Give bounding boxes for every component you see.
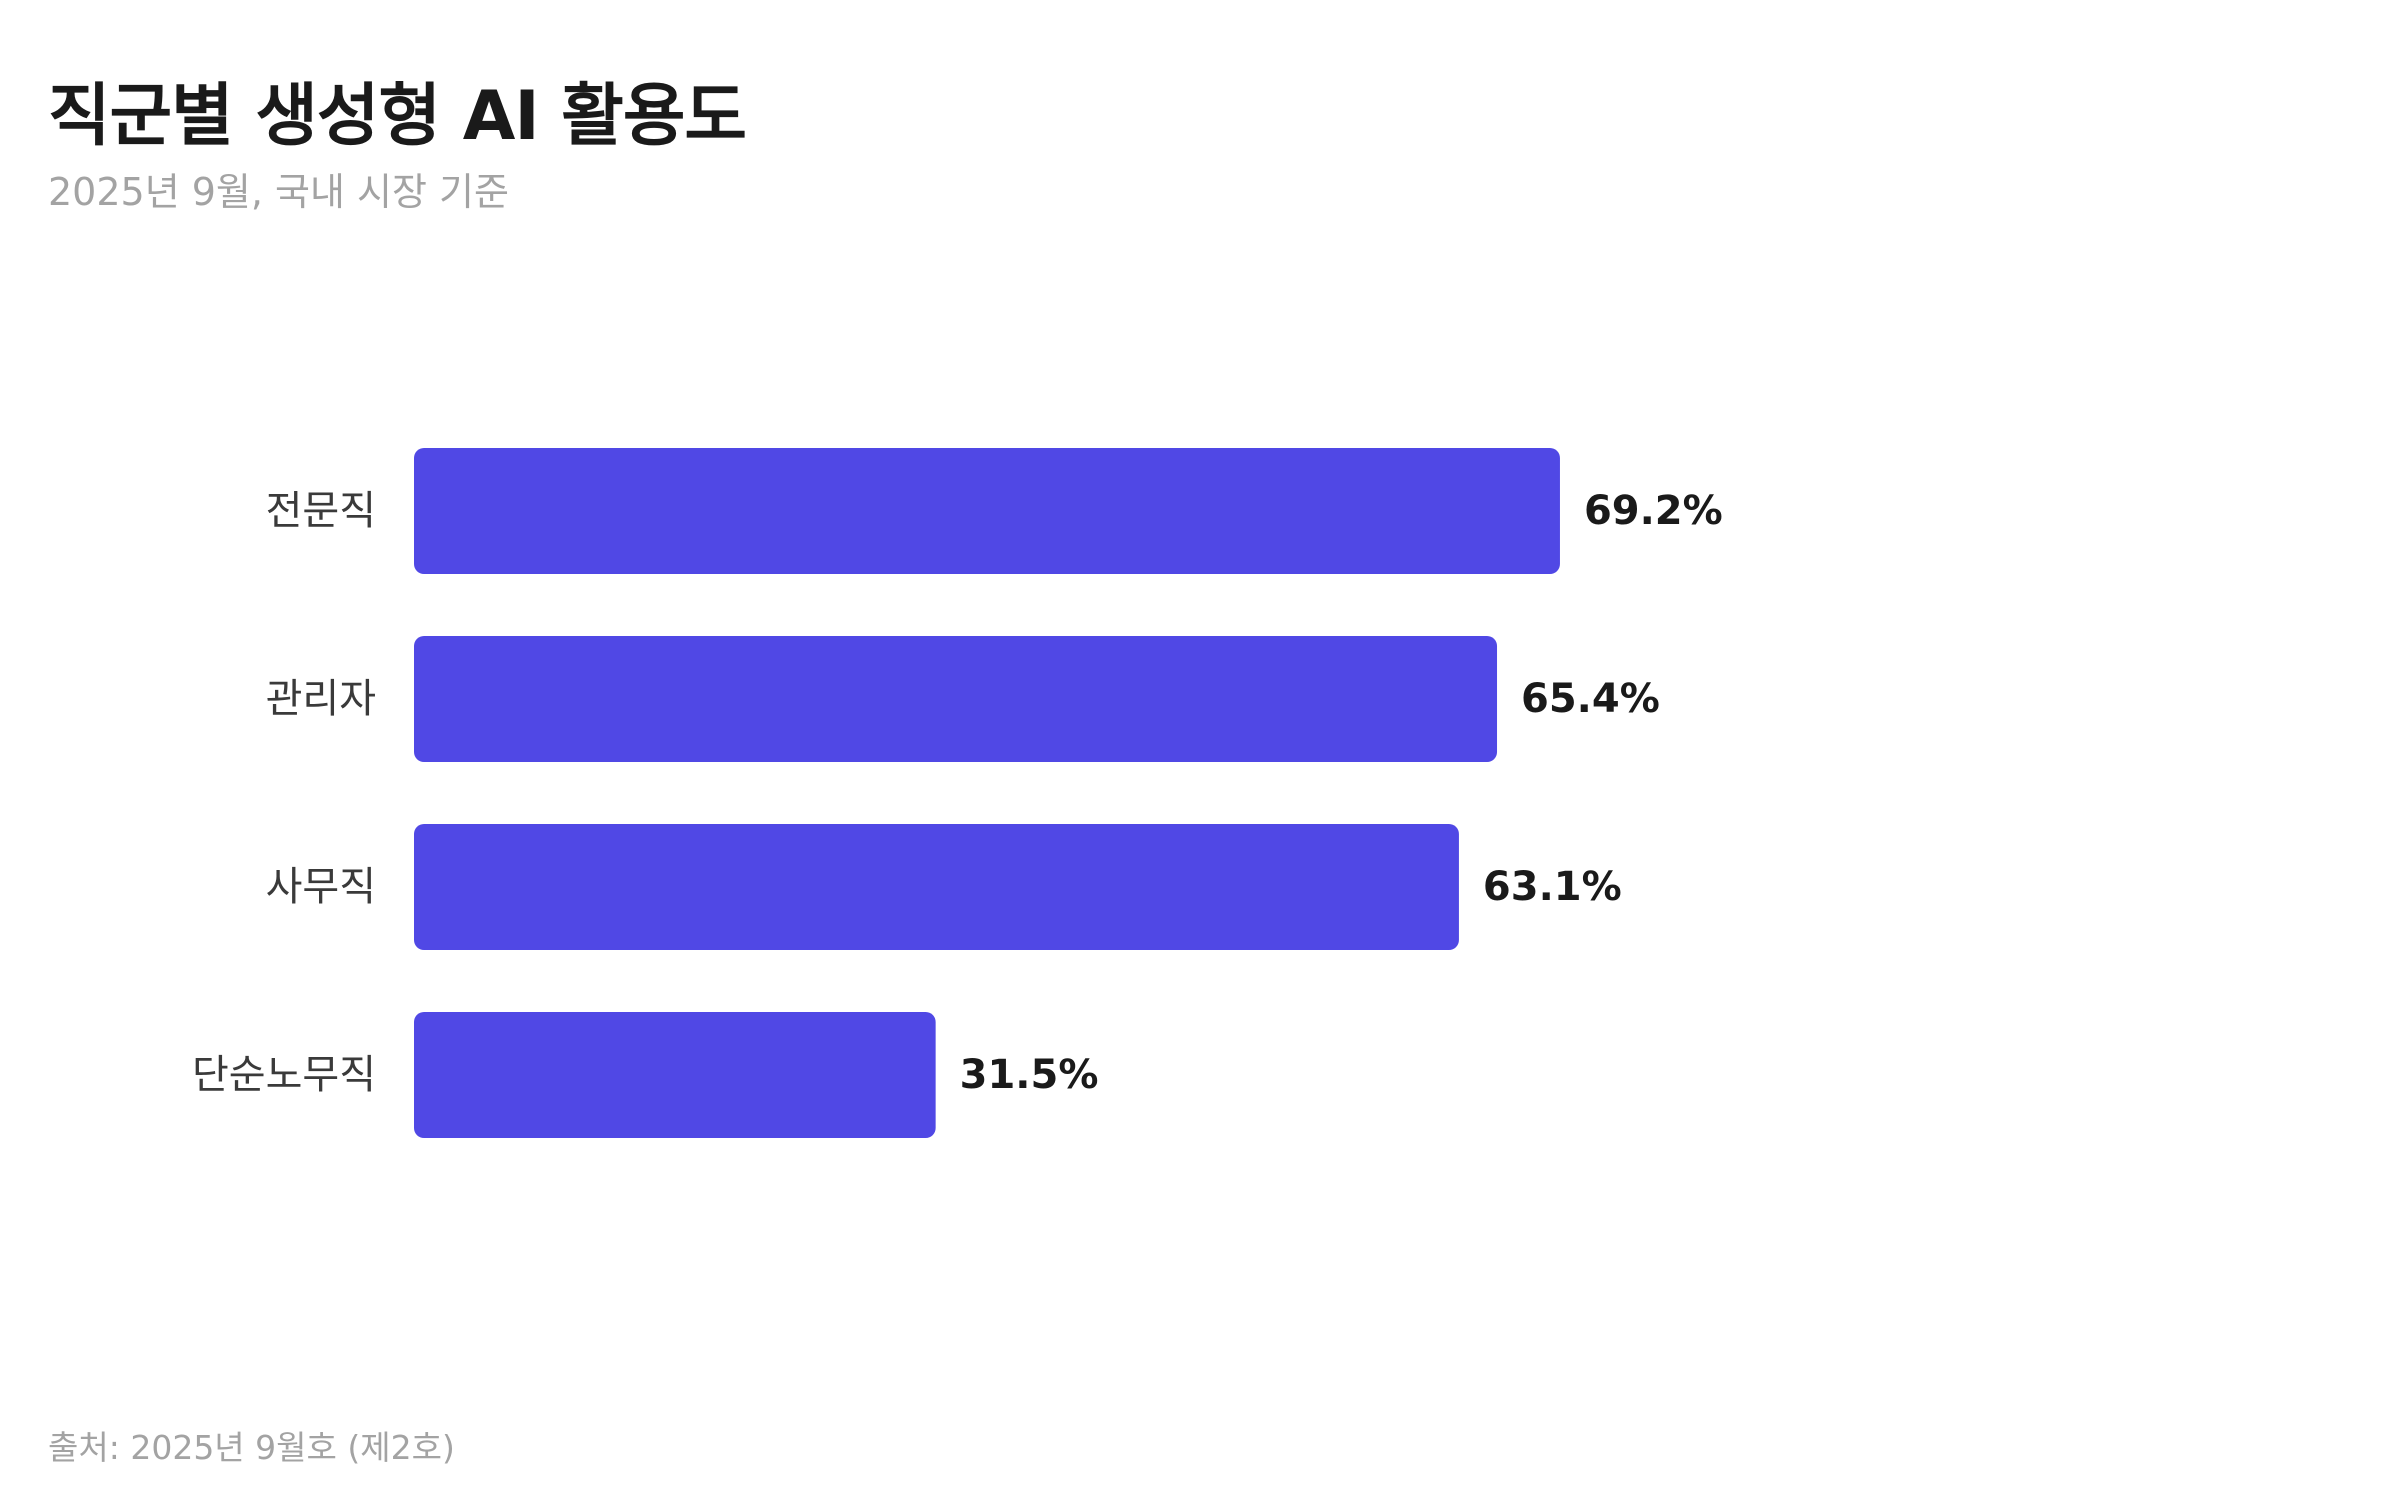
chart-subtitle: 2025년 9월, 국내 시장 기준: [48, 170, 509, 214]
bar: [414, 1012, 936, 1138]
chart-source: 출처: 2025년 9월호 (제2호): [48, 1428, 455, 1467]
value-label: 63.1%: [1483, 864, 1622, 910]
category-label: 전문직: [266, 488, 376, 534]
category-label: 관리자: [266, 676, 376, 722]
category-label: 단순노무직: [192, 1052, 376, 1098]
value-label: 31.5%: [960, 1052, 1099, 1098]
bar-group: 전문직 69.2% 관리자 65.4% 사무직 63.1% 단순노무직 31.5%: [192, 448, 1723, 1138]
bar: [414, 448, 1560, 574]
bar-row: 관리자 65.4%: [266, 636, 1660, 762]
bar: [414, 636, 1498, 762]
category-label: 사무직: [266, 864, 376, 910]
value-label: 65.4%: [1521, 676, 1660, 722]
bar: [414, 824, 1459, 950]
chart-title: 직군별 생성형 AI 활용도: [48, 77, 747, 156]
bar-row: 단순노무직 31.5%: [192, 1012, 1098, 1138]
bar-row: 사무직 63.1%: [266, 824, 1622, 950]
value-label: 69.2%: [1584, 488, 1723, 534]
bar-row: 전문직 69.2%: [266, 448, 1723, 574]
